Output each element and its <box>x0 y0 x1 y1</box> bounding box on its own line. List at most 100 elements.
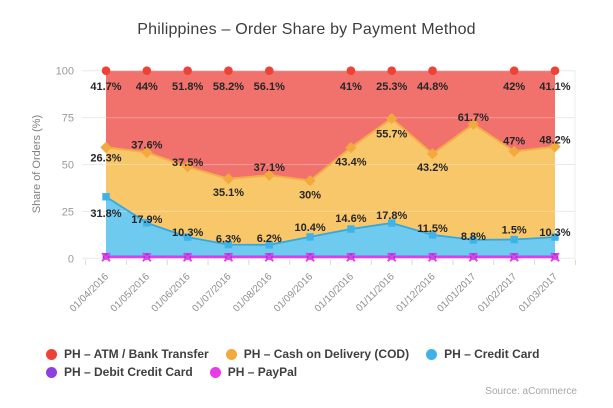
marker-cash-on-delivery[interactable] <box>549 141 561 153</box>
series-lines <box>105 117 556 259</box>
data-label-atm: 44% <box>136 81 158 93</box>
legend-dot-icon <box>46 366 57 378</box>
marker-paypal[interactable] <box>305 252 315 262</box>
marker-credit-card[interactable] <box>388 219 396 227</box>
marker-atm-bank-transfer[interactable] <box>428 66 437 75</box>
y-tick-label: 0 <box>68 253 74 265</box>
legend-dot-icon <box>426 348 438 360</box>
data-label-cod: 43.4% <box>335 157 366 169</box>
chart-title: Philippines – Order Share by Payment Met… <box>137 21 476 38</box>
marker-paypal[interactable] <box>427 252 438 262</box>
x-tick-label: 01/07/2016 <box>190 271 233 314</box>
legend-label: PH – Cash on Delivery (COD) <box>243 347 410 361</box>
data-label-credit-card: 11.5% <box>417 223 448 235</box>
marker-paypal[interactable] <box>101 252 111 262</box>
data-label-credit-card: 31.8% <box>90 208 121 220</box>
marker-paypal[interactable] <box>387 252 397 262</box>
data-label-credit-card: 17.8% <box>376 210 407 222</box>
areas <box>106 70 555 257</box>
source-credit: Source: aCommerce <box>485 386 577 397</box>
area-atm-bank-transfer <box>106 70 555 181</box>
marker-paypal[interactable] <box>182 252 193 262</box>
marker-credit-card[interactable] <box>183 233 192 241</box>
marker-cash-on-delivery[interactable] <box>508 145 520 158</box>
x-tick-label: 01/11/2016 <box>354 271 397 314</box>
legend-dot-icon <box>225 348 237 360</box>
marker-credit-card[interactable] <box>224 240 233 249</box>
data-label-atm: 41.1% <box>539 81 570 93</box>
marker-atm-bank-transfer[interactable] <box>509 66 519 75</box>
marker-credit-card[interactable] <box>551 233 559 241</box>
data-label-cod: 48.2% <box>539 135 570 147</box>
legend-item[interactable]: PH – PayPal <box>209 365 297 379</box>
marker-atm-bank-transfer[interactable] <box>224 66 233 75</box>
marker-credit-card[interactable] <box>347 225 355 233</box>
marker-paypal[interactable] <box>550 252 560 262</box>
marker-cash-on-delivery[interactable] <box>345 141 357 154</box>
y-tick-label: 50 <box>62 160 74 172</box>
data-label-atm: 44.8% <box>417 81 448 93</box>
legend: PH – ATM / Bank Transfer PH – Cash on Del… <box>46 345 586 381</box>
marker-credit-card[interactable] <box>102 193 110 201</box>
y-axis: 0 25 50 75 100 <box>56 66 74 266</box>
marker-paypal[interactable] <box>346 252 356 262</box>
marker-atm-bank-transfer[interactable] <box>550 66 560 75</box>
data-label-atm: 41% <box>340 81 362 93</box>
legend-row: PH – Debit Credit Card PH – PayPal <box>46 363 586 381</box>
marker-paypal[interactable] <box>223 252 234 262</box>
x-axis: 01/04/201601/05/201601/06/201601/07/2016… <box>68 259 576 315</box>
data-label-cod: 26.3% <box>90 152 121 164</box>
marker-atm-bank-transfer[interactable] <box>387 66 397 75</box>
plot-area: 41.7% 26.3% 31.8% 44% 37.6% 17.9% 51.8% 37.5% 10… <box>56 66 576 315</box>
marker-cash-on-delivery[interactable] <box>141 146 153 158</box>
area-cash-on-delivery <box>106 118 555 245</box>
marker-credit-card[interactable] <box>428 231 437 239</box>
marker-credit-card[interactable] <box>265 241 273 249</box>
data-label-credit-card: 10.4% <box>294 222 325 234</box>
data-label-cod: 55.7% <box>376 129 407 141</box>
marker-paypal[interactable] <box>264 252 274 262</box>
data-label-cod: 35.1% <box>213 187 244 199</box>
legend-item[interactable]: PH – Credit Card <box>426 347 539 361</box>
data-labels: 41.7% 26.3% 31.8% 44% 37.6% 17.9% 51.8% 37.5% 10… <box>90 81 570 246</box>
marker-atm-bank-transfer[interactable] <box>183 66 192 75</box>
marker-credit-card[interactable] <box>306 233 314 241</box>
marker-atm-bank-transfer[interactable] <box>346 66 356 75</box>
legend-item[interactable]: PH – Debit Credit Card <box>46 365 193 379</box>
x-tick-label: 01/02/2017 <box>476 271 519 314</box>
marker-cash-on-delivery[interactable] <box>263 169 275 181</box>
marker-atm-bank-transfer[interactable] <box>101 66 111 75</box>
line-credit-card <box>105 196 556 246</box>
marker-atm-bank-transfer[interactable] <box>142 66 152 75</box>
legend-dot-icon <box>209 366 221 378</box>
marker-paypal[interactable] <box>142 252 152 262</box>
data-label-atm: 51.8% <box>172 81 203 93</box>
data-label-cod: 37.1% <box>254 162 285 174</box>
x-tick-label: 01/06/2016 <box>150 271 193 314</box>
data-label-cod: 43.2% <box>417 162 448 174</box>
marker-credit-card[interactable] <box>469 236 478 244</box>
marker-atm-bank-transfer[interactable] <box>264 66 274 75</box>
legend-label: PH – Credit Card <box>444 347 540 361</box>
data-label-cod: 61.7% <box>458 112 489 124</box>
data-label-cod: 37.5% <box>172 157 203 169</box>
line-cash-on-delivery <box>105 117 556 182</box>
data-label-atm: 41.7% <box>90 81 121 93</box>
marker-credit-card[interactable] <box>143 219 151 227</box>
marker-cash-on-delivery[interactable] <box>304 174 316 187</box>
x-tick-label: 01/12/2016 <box>394 271 437 314</box>
marker-cash-on-delivery[interactable] <box>181 161 194 173</box>
y-tick-label: 100 <box>56 66 74 78</box>
data-label-credit-card: 17.9% <box>131 214 162 226</box>
legend-item[interactable]: PH – Cash on Delivery (COD) <box>225 347 410 361</box>
legend-label: PH – ATM / Bank Transfer <box>64 347 209 361</box>
marker-cash-on-delivery[interactable] <box>222 173 235 185</box>
data-label-cod: 47% <box>503 135 525 147</box>
marker-paypal[interactable] <box>509 252 519 262</box>
data-label-credit-card: 8.8% <box>461 231 486 243</box>
marker-credit-card[interactable] <box>510 235 518 244</box>
marker-paypal[interactable] <box>468 252 479 262</box>
marker-cash-on-delivery[interactable] <box>426 148 439 160</box>
legend-item[interactable]: PH – ATM / Bank Transfer <box>46 347 209 361</box>
